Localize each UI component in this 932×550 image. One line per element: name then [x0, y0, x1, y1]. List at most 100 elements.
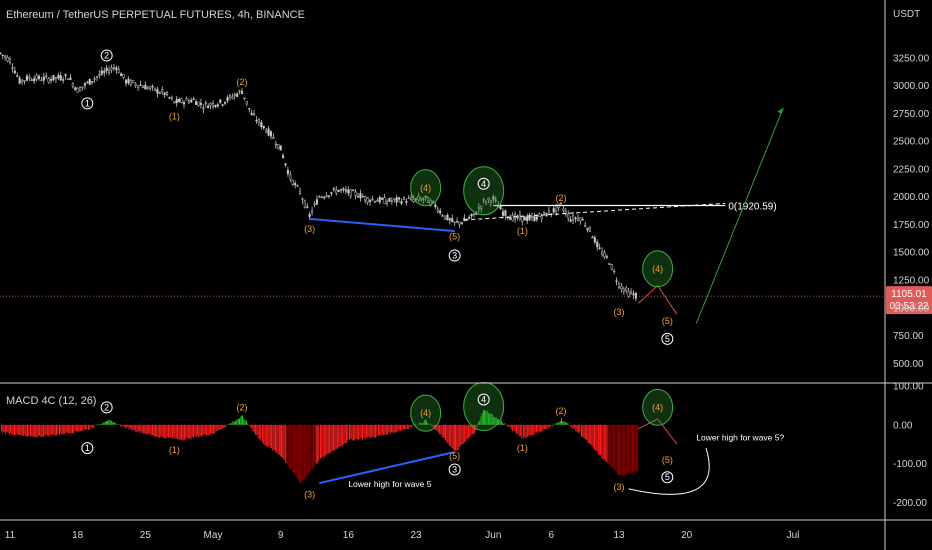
- macd-bar: [208, 424, 210, 436]
- macd-bar: [334, 424, 336, 451]
- candle-body: [625, 287, 628, 291]
- macd-bar: [32, 424, 34, 438]
- macd-bar: [93, 424, 95, 428]
- macd-bar: [416, 424, 418, 426]
- macd-bar: [142, 424, 144, 434]
- candle-body: [504, 210, 507, 216]
- candle-body: [303, 200, 306, 208]
- macd-bar: [618, 424, 620, 476]
- macd-bar: [197, 424, 198, 436]
- candle-body: [298, 190, 302, 194]
- macd-blue-trendline: [319, 451, 455, 485]
- macd-bar: [474, 424, 475, 434]
- candle-body: [332, 188, 335, 190]
- macd-bar: [146, 424, 148, 435]
- macd-bar: [187, 424, 189, 439]
- candle-body: [207, 105, 210, 109]
- candle-body: [591, 236, 594, 239]
- candle-body: [267, 128, 270, 136]
- candle-body: [272, 136, 275, 139]
- candle-body: [35, 74, 38, 80]
- projection-red-path: [637, 284, 678, 315]
- macd-bar: [101, 423, 102, 425]
- time-axis-tick-label: Jun: [485, 530, 501, 541]
- candle-body: [407, 197, 410, 200]
- macd-wave-label: (5): [662, 455, 673, 465]
- currency-label[interactable]: USDT: [893, 9, 921, 20]
- price-axis-tick-label: 1750.00: [893, 220, 930, 231]
- macd-bar: [37, 424, 39, 436]
- candle-body: [364, 195, 367, 201]
- macd-bar: [513, 424, 515, 431]
- candle-body: [492, 196, 495, 200]
- macd-bar: [275, 424, 276, 452]
- price-axis-tick-label: 1250.00: [893, 276, 930, 287]
- indicator-title[interactable]: MACD 4C (12, 26): [6, 395, 97, 407]
- macd-bar: [404, 424, 405, 430]
- macd-bar: [457, 424, 459, 450]
- macd-bar: [468, 424, 469, 439]
- candle-body: [279, 145, 282, 151]
- macd-bar: [563, 421, 565, 425]
- macd-bar: [383, 424, 385, 436]
- macd-bar: [373, 424, 375, 438]
- macd-bar: [200, 424, 202, 437]
- candle-body: [146, 87, 149, 90]
- macd-bar: [110, 420, 112, 425]
- candle-body: [480, 205, 483, 209]
- price-axis-tick-label: 500.00: [893, 359, 924, 370]
- candle-body: [567, 213, 570, 219]
- macd-bar: [107, 420, 108, 425]
- macd-bar: [133, 424, 135, 430]
- macd-bar: [439, 424, 440, 435]
- candle-body: [1, 54, 4, 57]
- macd-bar: [126, 424, 127, 427]
- candle-body: [11, 67, 14, 69]
- price-wave-label: (4): [420, 183, 431, 193]
- candle-body: [443, 215, 447, 220]
- macd-bar: [269, 424, 271, 448]
- macd-bar: [360, 424, 362, 438]
- macd-bar: [139, 424, 140, 431]
- macd-bar: [445, 424, 446, 441]
- candle-body: [204, 102, 207, 104]
- candle-body: [523, 216, 526, 221]
- candle-body: [337, 189, 340, 192]
- macd-bar: [16, 424, 18, 434]
- macd-bar: [309, 424, 311, 473]
- macd-bar: [368, 424, 370, 437]
- macd-bar: [354, 424, 356, 441]
- macd-bar: [397, 424, 399, 432]
- candle-body: [47, 78, 50, 83]
- macd-bar: [249, 424, 251, 428]
- candle-body: [115, 67, 118, 70]
- symbol-title[interactable]: Ethereum / TetherUS PERPETUAL FUTURES, 4…: [6, 9, 305, 21]
- candle-body: [422, 198, 425, 201]
- macd-bar: [314, 424, 316, 467]
- macd-bar: [75, 424, 77, 432]
- time-axis-tick-label: Jul: [787, 530, 800, 541]
- macd-bar: [518, 424, 520, 437]
- macd-bar: [82, 424, 84, 431]
- macd-bar: [343, 424, 345, 445]
- macd-bar: [561, 418, 562, 425]
- macd-bar: [441, 424, 443, 438]
- price-axis-tick-label: 2750.00: [893, 109, 930, 120]
- candle-body: [294, 183, 297, 186]
- macd-curved-arrow: [628, 447, 710, 495]
- candle-body: [499, 205, 502, 210]
- macd-bar: [412, 424, 414, 426]
- macd-wave-label: (3): [304, 490, 315, 500]
- macd-bar: [36, 424, 38, 438]
- macd-bar: [380, 424, 382, 436]
- candle-body: [30, 79, 33, 81]
- macd-bar: [369, 424, 371, 439]
- macd-bar: [260, 424, 262, 441]
- macd-bar: [335, 424, 337, 449]
- candle-body: [393, 198, 396, 200]
- candle-body: [354, 191, 357, 196]
- candle-body: [434, 204, 437, 208]
- candle-body: [52, 75, 55, 81]
- macd-bar: [581, 424, 582, 437]
